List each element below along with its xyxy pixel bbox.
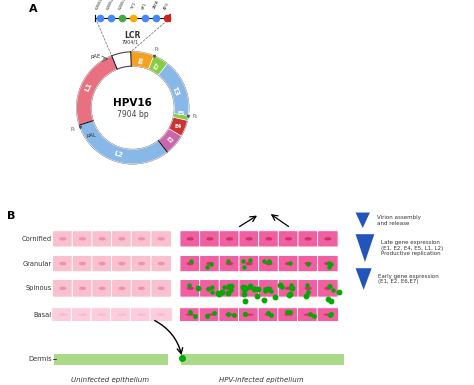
Ellipse shape	[285, 262, 292, 265]
FancyBboxPatch shape	[200, 255, 220, 272]
Ellipse shape	[138, 287, 145, 290]
Polygon shape	[356, 213, 370, 228]
Ellipse shape	[118, 262, 126, 265]
FancyBboxPatch shape	[92, 280, 112, 297]
FancyBboxPatch shape	[72, 231, 93, 247]
Ellipse shape	[246, 262, 253, 265]
Text: ATG: ATG	[164, 2, 171, 11]
FancyBboxPatch shape	[200, 231, 220, 247]
Text: Spinous: Spinous	[26, 285, 52, 291]
Ellipse shape	[59, 287, 66, 290]
Ellipse shape	[59, 262, 66, 265]
Polygon shape	[131, 52, 154, 69]
FancyBboxPatch shape	[318, 231, 338, 247]
FancyBboxPatch shape	[239, 280, 259, 297]
FancyBboxPatch shape	[200, 280, 220, 297]
FancyBboxPatch shape	[180, 231, 201, 247]
FancyBboxPatch shape	[131, 231, 152, 247]
Ellipse shape	[285, 287, 292, 290]
Ellipse shape	[265, 287, 273, 290]
FancyBboxPatch shape	[180, 308, 201, 321]
FancyBboxPatch shape	[53, 280, 73, 297]
Ellipse shape	[187, 262, 194, 265]
Text: P₆: P₆	[71, 127, 76, 132]
FancyBboxPatch shape	[91, 308, 113, 321]
FancyBboxPatch shape	[278, 280, 299, 297]
Text: E1: E1	[173, 84, 182, 95]
Ellipse shape	[226, 237, 233, 241]
Ellipse shape	[305, 262, 312, 265]
Ellipse shape	[118, 237, 126, 241]
FancyBboxPatch shape	[298, 231, 319, 247]
Ellipse shape	[305, 287, 312, 290]
Text: 7904 bp: 7904 bp	[117, 110, 148, 119]
Ellipse shape	[157, 287, 165, 290]
Text: E4: E4	[174, 124, 182, 129]
FancyBboxPatch shape	[71, 308, 94, 321]
FancyBboxPatch shape	[151, 280, 172, 297]
Text: A: A	[28, 3, 37, 13]
Ellipse shape	[225, 313, 234, 316]
Ellipse shape	[226, 262, 233, 265]
FancyBboxPatch shape	[239, 255, 259, 272]
Text: E2BS1: E2BS1	[95, 0, 104, 11]
FancyBboxPatch shape	[259, 255, 279, 272]
FancyBboxPatch shape	[298, 255, 319, 272]
Ellipse shape	[118, 313, 126, 316]
Text: E6: E6	[138, 55, 144, 64]
Text: Early gene expression
(E1, E2, E6,E7): Early gene expression (E1, E2, E6,E7)	[378, 274, 439, 285]
FancyBboxPatch shape	[72, 255, 93, 272]
Text: SP1: SP1	[141, 2, 148, 11]
Text: P₂: P₂	[154, 47, 159, 52]
Text: Late gene expression
(E1, E2, E4, E5, L1, L2)
Productive replication: Late gene expression (E1, E2, E4, E5, L1…	[381, 240, 443, 256]
FancyBboxPatch shape	[259, 280, 279, 297]
Ellipse shape	[226, 287, 233, 290]
FancyBboxPatch shape	[52, 308, 74, 321]
FancyBboxPatch shape	[53, 231, 73, 247]
Ellipse shape	[324, 237, 331, 241]
FancyBboxPatch shape	[199, 308, 220, 321]
Text: Cornified: Cornified	[21, 236, 52, 242]
FancyBboxPatch shape	[219, 231, 240, 247]
Polygon shape	[80, 121, 167, 164]
Ellipse shape	[285, 237, 292, 241]
Text: Dermis: Dermis	[28, 357, 52, 363]
Text: Virion assembly
and release: Virion assembly and release	[376, 215, 420, 226]
Text: Uninfected epithelium: Uninfected epithelium	[71, 377, 149, 383]
Text: 7904/1: 7904/1	[122, 39, 139, 44]
Ellipse shape	[187, 237, 194, 241]
Ellipse shape	[265, 262, 273, 265]
FancyBboxPatch shape	[278, 308, 299, 321]
FancyBboxPatch shape	[318, 280, 338, 297]
Polygon shape	[77, 56, 117, 125]
Polygon shape	[148, 56, 167, 75]
Ellipse shape	[284, 313, 293, 316]
FancyBboxPatch shape	[219, 308, 240, 321]
Text: E7: E7	[153, 61, 161, 70]
Bar	[54, 354, 168, 365]
Text: L1: L1	[84, 82, 93, 93]
Ellipse shape	[246, 237, 253, 241]
Polygon shape	[158, 129, 181, 152]
Text: Granular: Granular	[23, 261, 52, 266]
Ellipse shape	[264, 313, 273, 316]
FancyBboxPatch shape	[278, 255, 299, 272]
Ellipse shape	[157, 262, 165, 265]
Text: E2BS2: E2BS2	[106, 0, 116, 11]
FancyBboxPatch shape	[72, 280, 93, 297]
FancyBboxPatch shape	[111, 231, 132, 247]
Bar	[181, 354, 345, 365]
Ellipse shape	[265, 237, 273, 241]
FancyBboxPatch shape	[151, 231, 172, 247]
FancyBboxPatch shape	[298, 308, 319, 321]
Ellipse shape	[324, 287, 331, 290]
FancyBboxPatch shape	[219, 280, 240, 297]
Ellipse shape	[205, 313, 214, 316]
Ellipse shape	[59, 237, 66, 241]
Polygon shape	[356, 234, 374, 262]
Text: B: B	[7, 211, 15, 221]
FancyBboxPatch shape	[258, 308, 280, 321]
FancyBboxPatch shape	[92, 231, 112, 247]
FancyBboxPatch shape	[150, 308, 173, 321]
FancyBboxPatch shape	[318, 255, 338, 272]
